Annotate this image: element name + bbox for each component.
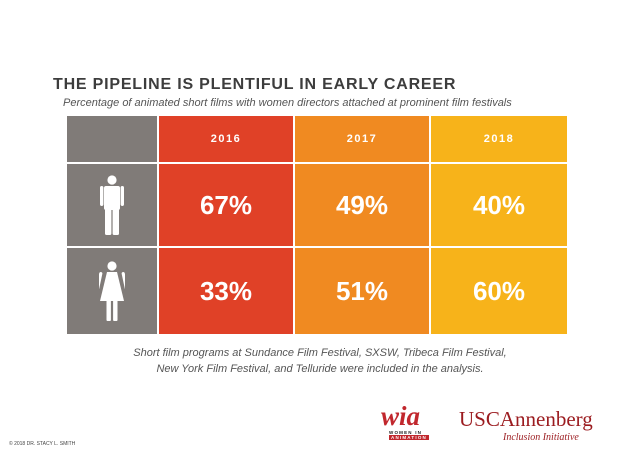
value-cell-man-2018: 40% [431,164,567,246]
man-icon [100,175,124,235]
value-cell-woman-2018: 60% [431,248,567,334]
usc-logo-sub: Inclusion Initiative [503,432,579,443]
usc-annenberg-logo: USCAnnenberg Inclusion Initiative [459,408,593,443]
wia-logo-text: wia [381,401,421,431]
column-header-2017: 2017 [295,116,429,162]
chart-subtitle: Percentage of animated short films with … [63,97,512,109]
row-icon-cell [67,164,157,246]
wia-logo-sub2: ANIMATION [389,435,429,440]
column-header-2016: 2016 [159,116,293,162]
data-table: 2016 2017 2018 67% 49% 40% 33% 51% 60% [67,116,567,334]
value-cell-woman-2017: 51% [295,248,429,334]
copyright: © 2018 DR. STACY L. SMITH [9,441,76,447]
woman-icon [99,261,125,321]
header-corner-cell [67,116,157,162]
wia-logo-sub1: WOMEN IN [389,430,423,435]
wia-logo: wia WOMEN IN ANIMATION [381,403,437,443]
footnote-line-2: New York Film Festival, and Telluride we… [156,363,484,375]
column-header-2018: 2018 [431,116,567,162]
usc-logo-text: USCAnnenberg [459,407,593,431]
value-cell-man-2017: 49% [295,164,429,246]
footnote-line-1: Short film programs at Sundance Film Fes… [133,347,507,359]
chart-title: THE PIPELINE IS PLENTIFUL IN EARLY CAREE… [53,76,457,93]
value-cell-man-2016: 67% [159,164,293,246]
row-icon-cell [67,248,157,334]
value-cell-woman-2016: 33% [159,248,293,334]
